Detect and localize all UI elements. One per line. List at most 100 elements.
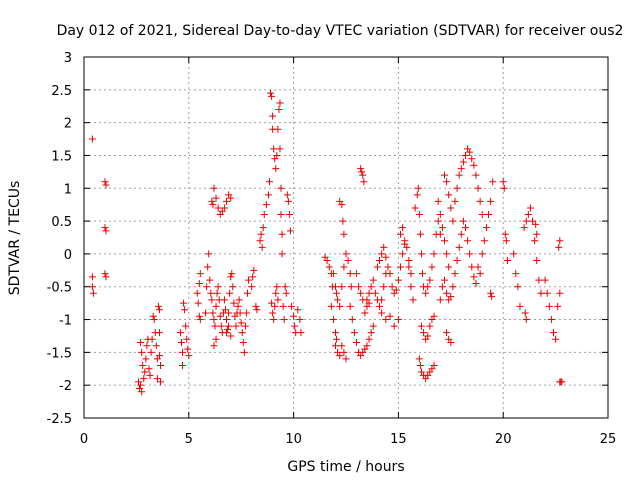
- data-point: [176, 329, 184, 337]
- data-point: [288, 302, 296, 310]
- data-point: [332, 342, 340, 350]
- data-point: [278, 230, 286, 238]
- data-point: [260, 211, 268, 219]
- data-point: [476, 197, 484, 205]
- data-point: [333, 289, 341, 297]
- data-points: [88, 89, 566, 396]
- data-point: [296, 316, 304, 324]
- y-tick-label: -1.5: [47, 346, 72, 361]
- data-point: [240, 348, 248, 356]
- data-point: [441, 171, 449, 179]
- data-point: [468, 263, 476, 271]
- data-point: [209, 309, 217, 317]
- data-point: [275, 106, 283, 114]
- data-point: [376, 256, 384, 264]
- data-point: [355, 283, 363, 291]
- data-point: [280, 316, 288, 324]
- data-point: [438, 283, 446, 291]
- data-point: [501, 230, 509, 238]
- y-tick-label: -1: [59, 314, 72, 329]
- data-point: [193, 289, 201, 297]
- data-point: [415, 211, 423, 219]
- data-point: [267, 89, 275, 97]
- data-point: [344, 256, 352, 264]
- data-point: [334, 296, 342, 304]
- y-tick-label: -0.5: [47, 281, 72, 296]
- data-point: [340, 230, 348, 238]
- y-tick-label: 1.5: [51, 149, 72, 164]
- data-point: [382, 316, 390, 324]
- data-point: [394, 316, 402, 324]
- data-point: [386, 312, 394, 320]
- data-point: [153, 375, 161, 383]
- data-point: [329, 316, 337, 324]
- data-point: [459, 158, 467, 166]
- data-point: [359, 171, 367, 179]
- data-point: [417, 250, 425, 258]
- data-point: [468, 155, 476, 163]
- data-point: [157, 361, 165, 369]
- data-point: [273, 151, 281, 159]
- data-point: [360, 178, 368, 186]
- data-point: [225, 322, 233, 330]
- data-point: [272, 289, 280, 297]
- data-point: [223, 316, 231, 324]
- data-point: [243, 289, 251, 297]
- data-point: [470, 161, 478, 169]
- data-point: [237, 319, 245, 327]
- data-point: [415, 355, 423, 363]
- data-point: [155, 352, 163, 360]
- data-point: [147, 348, 155, 356]
- data-point: [155, 329, 163, 337]
- y-tick-label: 0: [64, 248, 72, 263]
- data-point: [414, 184, 422, 192]
- x-tick-label: 10: [285, 432, 302, 447]
- data-point: [453, 184, 461, 192]
- data-point: [378, 296, 386, 304]
- data-point: [554, 302, 562, 310]
- grid: [84, 57, 608, 418]
- data-point: [447, 204, 455, 212]
- data-point: [346, 270, 354, 278]
- chart-title: Day 012 of 2021, Sidereal Day-to-day VTE…: [57, 23, 624, 39]
- data-point: [464, 237, 472, 245]
- data-point: [291, 322, 299, 330]
- data-point: [88, 135, 96, 143]
- data-point: [480, 237, 488, 245]
- data-point: [390, 322, 398, 330]
- data-point: [138, 388, 146, 396]
- data-point: [223, 197, 231, 205]
- data-point: [512, 270, 520, 278]
- data-point: [416, 230, 424, 238]
- data-point: [252, 302, 260, 310]
- data-point: [234, 302, 242, 310]
- data-point: [384, 263, 392, 271]
- data-point: [250, 266, 258, 274]
- data-point: [273, 283, 281, 291]
- data-point: [265, 178, 273, 186]
- data-point: [430, 361, 438, 369]
- data-point: [88, 283, 96, 291]
- data-point: [223, 329, 231, 337]
- data-point: [558, 378, 566, 386]
- data-point: [232, 322, 240, 330]
- data-point: [340, 348, 348, 356]
- data-point: [347, 283, 355, 291]
- data-point: [541, 276, 549, 284]
- data-point: [485, 211, 493, 219]
- data-point: [443, 178, 451, 186]
- data-point: [340, 263, 348, 271]
- data-point: [461, 224, 469, 232]
- data-point: [332, 283, 340, 291]
- data-point: [333, 335, 341, 343]
- data-point: [329, 270, 337, 278]
- data-point: [445, 263, 453, 271]
- data-point: [365, 289, 373, 297]
- data-point: [229, 283, 237, 291]
- data-point: [206, 276, 214, 284]
- data-point: [365, 299, 373, 307]
- data-point: [348, 316, 356, 324]
- data-point: [382, 253, 390, 261]
- tick-labels: -2.5 -2 -1.5 -1 -0.5 0 0.5 1 1.5 2 2.5 3 0 5 10 15 20 25: [47, 51, 617, 447]
- data-point: [152, 342, 160, 350]
